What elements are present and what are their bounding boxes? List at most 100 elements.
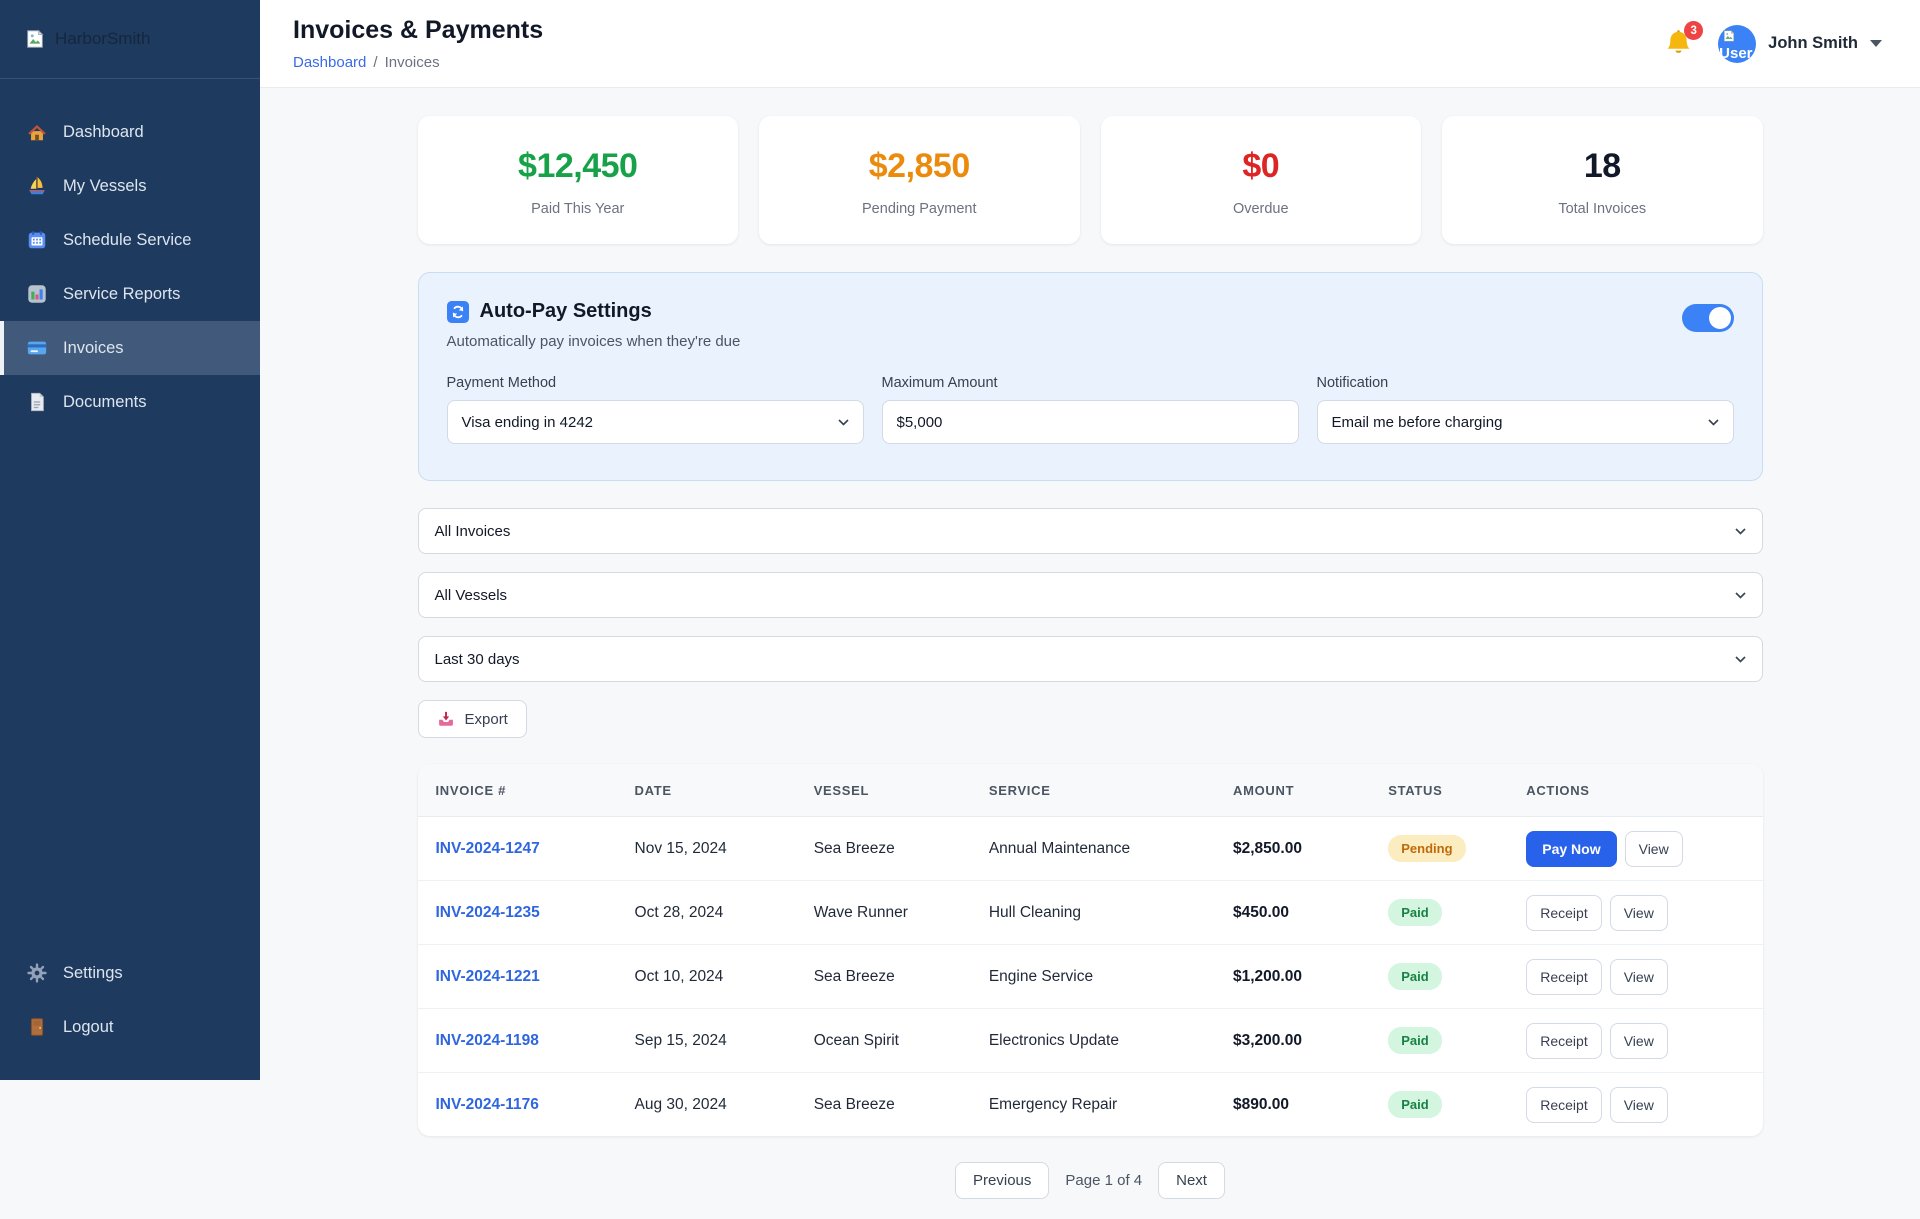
user-menu[interactable]: User John Smith [1718,24,1882,63]
page-header: Invoices & Payments Dashboard / Invoices 3… [260,0,1920,88]
sidebar-item-label: Invoices [63,338,124,357]
sidebar-item-label: My Vessels [63,176,147,195]
notification-value: Email me before charging [1331,413,1503,431]
stat-label: Paid This Year [531,201,625,217]
maximum-amount-input[interactable] [881,400,1299,444]
sidebar-item-label: Dashboard [63,122,144,141]
invoice-link[interactable]: INV-2024-1198 [435,1031,539,1049]
service-name: Hull Cleaning [988,903,1082,921]
inbox-tray-icon [437,710,455,728]
invoice-link[interactable]: INV-2024-1247 [435,839,540,857]
invoices-table: INVOICE # DATE VESSEL SERVICE AMOUNT STATUS AC… [417,764,1763,1136]
chevron-down-icon [1734,527,1746,535]
view-button[interactable]: View [1624,830,1683,867]
invoice-filter-select[interactable]: All Invoices [417,508,1763,554]
receipt-button[interactable]: Receipt [1526,1086,1602,1123]
vessel-filter-select[interactable]: All Vessels [417,572,1763,618]
invoice-date: Nov 15, 2024 [634,839,727,857]
sidebar-item-dashboard[interactable]: Dashboard [0,105,260,159]
payment-method-select[interactable]: Visa ending in 4242 [446,400,864,444]
stats-row: $12,450 Paid This Year $2,850 Pending Payme… [417,116,1763,244]
sidebar-footer: Settings Logout [0,946,260,1080]
previous-page-button[interactable]: Previous [955,1162,1050,1199]
breadcrumb: Dashboard / Invoices [293,54,543,71]
view-button[interactable]: View [1609,1022,1668,1059]
sidebar-item-label: Settings [63,963,123,982]
export-label: Export [464,710,508,728]
notifications-button[interactable]: 3 [1663,21,1704,59]
receipt-button[interactable]: Receipt [1526,894,1602,931]
column-header-amount: AMOUNT [1233,782,1295,798]
sidebar-item-label: Service Reports [63,284,181,303]
stat-value: $12,450 [518,147,638,185]
notification-count-badge: 3 [1684,21,1704,40]
sidebar-item-my-vessels[interactable]: My Vessels [0,159,260,213]
sidebar-item-settings[interactable]: Settings [0,946,260,1000]
door-icon [26,1016,48,1038]
breadcrumb-dashboard-link[interactable]: Dashboard [293,54,367,71]
sidebar-item-service-reports[interactable]: Service Reports [0,267,260,321]
content: $12,450 Paid This Year $2,850 Pending Payme… [260,88,1920,1219]
notification-select[interactable]: Email me before charging [1316,400,1734,444]
invoice-amount: $2,850.00 [1233,839,1302,857]
view-button[interactable]: View [1609,958,1668,995]
date-filter-value: Last 30 days [434,650,520,668]
invoice-link[interactable]: INV-2024-1176 [435,1095,539,1113]
page-status: Page 1 of 4 [1065,1172,1143,1189]
pagination: Previous Page 1 of 4 Next [418,1162,1763,1219]
sidebar-item-invoices[interactable]: Invoices [0,321,260,375]
column-header-vessel: VESSEL [813,782,870,798]
autopay-title-row: Auto-Pay Settings [446,300,741,323]
sailboat-icon [26,175,48,197]
export-button[interactable]: Export [417,700,527,738]
view-button[interactable]: View [1609,1086,1668,1123]
payment-method-group: Payment Method Visa ending in 4242 [446,375,864,444]
service-name: Electronics Update [988,1031,1119,1049]
invoice-filter-value: All Invoices [434,522,511,540]
sidebar-item-documents[interactable]: Documents [0,375,260,429]
view-button[interactable]: View [1609,894,1668,931]
sidebar-item-schedule-service[interactable]: Schedule Service [0,213,260,267]
stat-value: $0 [1242,147,1280,185]
avatar-alt-text: User [1719,44,1753,62]
broken-image-icon [24,28,46,50]
invoice-date: Oct 10, 2024 [634,967,724,985]
stat-label: Pending Payment [862,201,977,217]
column-header-status: STATUS [1388,782,1443,798]
autopay-toggle[interactable] [1681,304,1734,332]
sidebar-item-label: Schedule Service [63,230,192,249]
header-left: Invoices & Payments Dashboard / Invoices [293,16,543,71]
chevron-down-icon [1707,418,1719,426]
stat-card-overdue: $0 Overdue [1100,116,1421,244]
receipt-button[interactable]: Receipt [1526,958,1602,995]
sidebar-nav: Dashboard My Vessels Schedule Service Servi… [0,79,260,429]
pay-now-button[interactable]: Pay Now [1526,830,1617,867]
breadcrumb-current: Invoices [384,54,440,71]
status-badge: Paid [1388,1091,1442,1118]
breadcrumb-separator: / [373,54,378,71]
service-name: Emergency Repair [988,1095,1118,1113]
vessel-name: Sea Breeze [813,839,895,857]
column-header-service: SERVICE [988,782,1051,798]
invoice-link[interactable]: INV-2024-1221 [435,967,540,985]
vessel-name: Sea Breeze [813,967,895,985]
vessel-name: Sea Breeze [813,1095,895,1113]
stat-card-total-invoices: 18 Total Invoices [1442,116,1763,244]
receipt-button[interactable]: Receipt [1526,1022,1602,1059]
maximum-amount-group: Maximum Amount [881,375,1299,444]
autopay-panel: Auto-Pay Settings Automatically pay invo… [417,272,1763,481]
invoice-amount: $450.00 [1233,903,1290,921]
next-page-button[interactable]: Next [1158,1162,1225,1199]
table-header-row: INVOICE # DATE VESSEL SERVICE AMOUNT STATUS AC… [417,764,1763,817]
invoice-link[interactable]: INV-2024-1235 [435,903,540,921]
main-area: Invoices & Payments Dashboard / Invoices 3… [260,0,1920,1219]
logo-text: HarborSmith [55,29,151,48]
row-actions: Receipt View [1526,894,1762,931]
sidebar-item-label: Documents [63,392,147,411]
toggle-knob [1708,307,1731,329]
invoice-date: Aug 30, 2024 [634,1095,727,1113]
avatar: User [1718,24,1757,63]
sidebar-item-logout[interactable]: Logout [0,1000,260,1054]
date-filter-select[interactable]: Last 30 days [417,636,1763,682]
